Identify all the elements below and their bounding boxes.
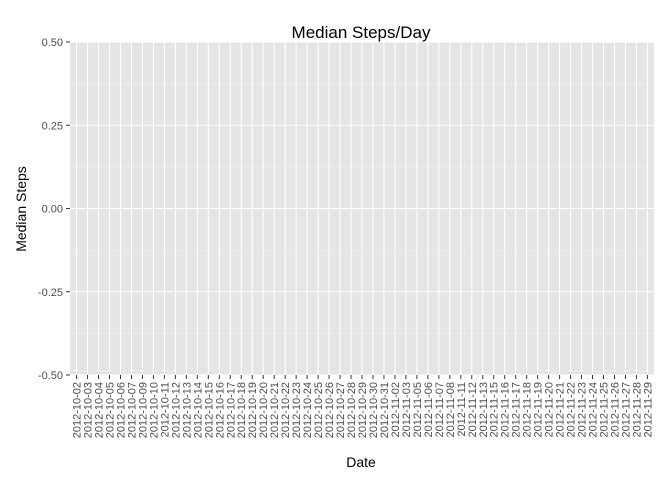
y-tick-label: -0.25	[38, 287, 63, 299]
x-tick-label: 2012-11-13	[478, 382, 490, 437]
x-tick-label: 2012-10-14	[192, 382, 204, 438]
x-tick-label: 2012-10-28	[346, 382, 358, 438]
x-axis-title: Date	[346, 454, 376, 470]
x-tick-label: 2012-10-23	[291, 382, 303, 438]
x-tick-label: 2012-10-19	[247, 382, 259, 438]
x-tick-label: 2012-10-02	[72, 382, 84, 438]
x-tick-label: 2012-10-15	[203, 382, 215, 438]
x-tick-label: 2012-11-07	[434, 382, 446, 437]
x-tick-label: 2012-10-24	[302, 382, 314, 438]
x-tick-label: 2012-11-06	[423, 382, 435, 437]
y-tick-label: 0.25	[42, 120, 63, 132]
x-tick-label: 2012-11-05	[412, 382, 424, 437]
x-tick-label: 2012-10-29	[357, 382, 369, 438]
x-tick-label: 2012-10-22	[280, 382, 292, 438]
x-tick-label: 2012-10-10	[148, 382, 160, 438]
x-tick-label: 2012-10-20	[258, 382, 270, 438]
x-tick-label: 2012-11-08	[445, 382, 457, 437]
x-tick-label: 2012-11-28	[631, 382, 643, 437]
y-axis-title: Median Steps	[13, 166, 29, 252]
x-tick-label: 2012-10-18	[236, 382, 248, 438]
x-tick-label: 2012-11-23	[577, 382, 589, 437]
x-tick-label: 2012-11-16	[500, 382, 512, 437]
x-tick-label: 2012-10-30	[368, 382, 380, 438]
x-tick-label: 2012-10-06	[115, 382, 127, 438]
x-tick-label: 2012-11-03	[401, 382, 413, 437]
x-tick-label: 2012-11-25	[599, 382, 611, 437]
x-tick-label: 2012-11-02	[390, 382, 402, 437]
x-tick-label: 2012-11-19	[533, 382, 545, 437]
x-tick-label: 2012-10-03	[83, 382, 95, 438]
x-tick-label: 2012-11-12	[467, 382, 479, 437]
x-tick-label: 2012-10-12	[170, 382, 182, 438]
x-tick-label: 2012-11-24	[588, 382, 600, 437]
x-tick-label: 2012-10-26	[324, 382, 336, 438]
x-tick-label: 2012-10-16	[214, 382, 226, 438]
y-tick-label: 0.00	[42, 204, 63, 216]
x-tick-label: 2012-11-18	[522, 382, 534, 437]
x-tick-label: 2012-11-17	[511, 382, 523, 437]
y-tick-label: -0.50	[38, 370, 63, 382]
grid-major-x-lines	[76, 42, 648, 375]
x-tick-label: 2012-11-11	[456, 382, 468, 437]
x-tick-label: 2012-11-29	[642, 382, 654, 437]
x-tick-label: 2012-10-17	[225, 382, 237, 438]
x-tick-label: 2012-10-25	[313, 382, 325, 438]
x-tick-label: 2012-10-31	[379, 382, 391, 438]
x-tick-label: 2012-10-11	[159, 382, 171, 437]
x-tick-label: 2012-10-21	[269, 382, 281, 438]
x-tick-label: 2012-10-27	[335, 382, 347, 438]
x-tick-label: 2012-11-26	[609, 382, 621, 437]
chart-title: Median Steps/Day	[292, 23, 431, 42]
x-tick-label: 2012-10-05	[105, 382, 117, 438]
x-tick-label: 2012-10-04	[94, 382, 106, 438]
y-axis-ticks: 0.50 0.25 0.00 -0.25 -0.50	[38, 37, 70, 382]
x-tick-label: 2012-11-22	[566, 382, 578, 437]
x-tick-label: 2012-11-15	[489, 382, 501, 437]
x-axis-ticks: 2012-10-022012-10-032012-10-042012-10-05…	[72, 375, 654, 438]
x-tick-label: 2012-11-20	[544, 382, 556, 437]
x-tick-label: 2012-10-09	[137, 382, 149, 438]
x-tick-label: 2012-10-07	[126, 382, 138, 438]
y-tick-label: 0.50	[42, 37, 63, 49]
x-tick-label: 2012-11-21	[555, 382, 567, 437]
x-tick-label: 2012-11-27	[620, 382, 632, 437]
x-tick-label: 2012-10-13	[181, 382, 193, 438]
